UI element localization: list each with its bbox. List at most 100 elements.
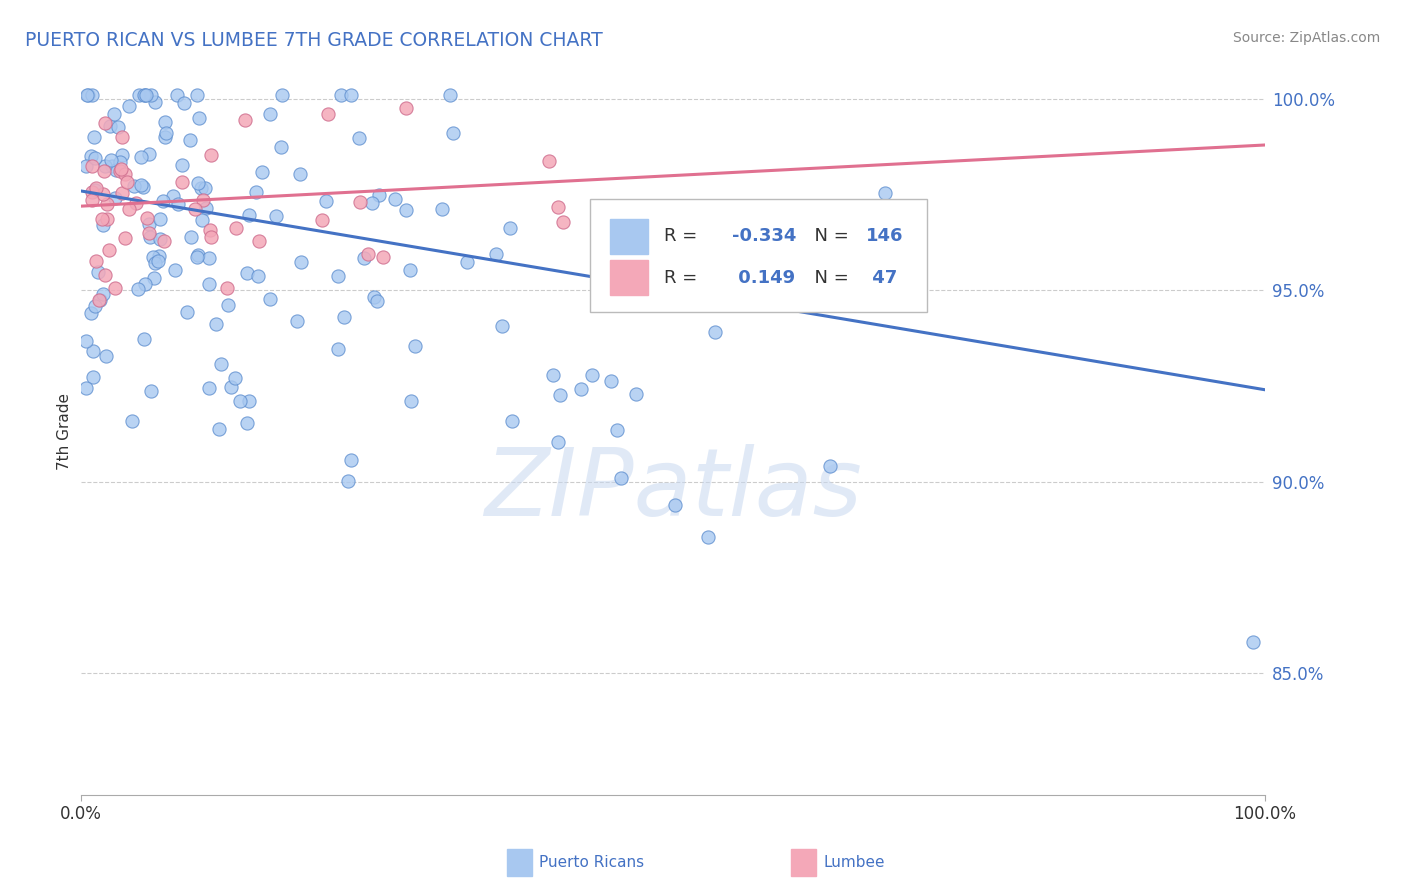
Point	[149, 212, 172, 227]
Point	[136, 211, 159, 225]
Point	[179, 132, 201, 146]
Point	[368, 188, 391, 202]
Bar	[610, 260, 648, 295]
Point	[333, 310, 356, 324]
Point	[82, 344, 104, 359]
Point	[485, 246, 508, 260]
Point	[238, 393, 260, 408]
Point	[326, 342, 349, 356]
Point	[94, 159, 117, 173]
Point	[361, 196, 384, 211]
Point	[547, 435, 569, 450]
Point	[98, 119, 121, 133]
Point	[187, 248, 209, 262]
Point	[84, 180, 107, 194]
Point	[1241, 635, 1264, 649]
Point	[186, 88, 208, 103]
Point	[153, 234, 176, 248]
Point	[225, 221, 247, 235]
Point	[398, 263, 420, 277]
Point	[875, 186, 897, 200]
Point	[541, 368, 564, 382]
Point	[219, 380, 242, 394]
Point	[91, 212, 114, 227]
Point	[347, 130, 370, 145]
Point	[337, 474, 360, 488]
Point	[82, 370, 104, 384]
Point	[198, 252, 221, 266]
FancyBboxPatch shape	[589, 199, 928, 312]
Point	[236, 266, 259, 280]
Point	[76, 88, 98, 103]
Point	[430, 202, 453, 216]
Point	[173, 96, 195, 111]
Point	[149, 232, 172, 246]
Point	[96, 197, 118, 211]
Text: 146: 146	[866, 227, 903, 245]
Point	[718, 219, 741, 233]
Point	[180, 230, 202, 244]
Point	[259, 107, 281, 121]
Point	[121, 413, 143, 427]
Point	[537, 154, 560, 169]
Point	[395, 203, 418, 218]
Bar	[610, 219, 648, 254]
Point	[97, 243, 120, 257]
Point	[152, 194, 174, 208]
Point	[94, 349, 117, 363]
Point	[357, 247, 380, 261]
Point	[82, 159, 104, 173]
Point	[184, 202, 207, 216]
Point	[205, 317, 228, 331]
Point	[83, 183, 105, 197]
Point	[287, 314, 309, 328]
Point	[94, 115, 117, 129]
Point	[103, 107, 125, 121]
Point	[84, 299, 107, 313]
Point	[366, 293, 388, 308]
Point	[114, 167, 136, 181]
Point	[143, 256, 166, 270]
Point	[371, 250, 394, 264]
Text: R =: R =	[665, 268, 703, 286]
Point	[315, 194, 337, 208]
Point	[134, 88, 156, 103]
Point	[122, 179, 145, 194]
Bar	[610, 219, 648, 254]
Point	[104, 163, 127, 178]
Point	[499, 220, 522, 235]
Point	[188, 112, 211, 126]
Point	[153, 130, 176, 145]
Point	[245, 186, 267, 200]
Point	[134, 88, 156, 103]
Point	[198, 277, 221, 292]
Point	[290, 255, 312, 269]
Point	[89, 293, 111, 307]
Point	[363, 290, 385, 304]
Point	[170, 158, 193, 172]
Point	[155, 126, 177, 140]
Point	[250, 165, 273, 179]
Point	[87, 265, 110, 279]
Bar	[610, 260, 648, 295]
Point	[108, 154, 131, 169]
Point	[198, 381, 221, 395]
Point	[80, 306, 103, 320]
Point	[501, 414, 523, 428]
Point	[129, 178, 152, 192]
Point	[200, 148, 222, 162]
Point	[224, 371, 246, 385]
Point	[83, 151, 105, 165]
Point	[93, 164, 115, 178]
Text: 0.149: 0.149	[733, 268, 794, 286]
Point	[167, 197, 190, 211]
Point	[328, 268, 350, 283]
Point	[353, 252, 375, 266]
Point	[165, 263, 187, 277]
Point	[217, 281, 239, 295]
Point	[134, 277, 156, 291]
Point	[186, 250, 208, 264]
Point	[143, 271, 166, 285]
Point	[547, 200, 569, 214]
Point	[138, 217, 160, 231]
